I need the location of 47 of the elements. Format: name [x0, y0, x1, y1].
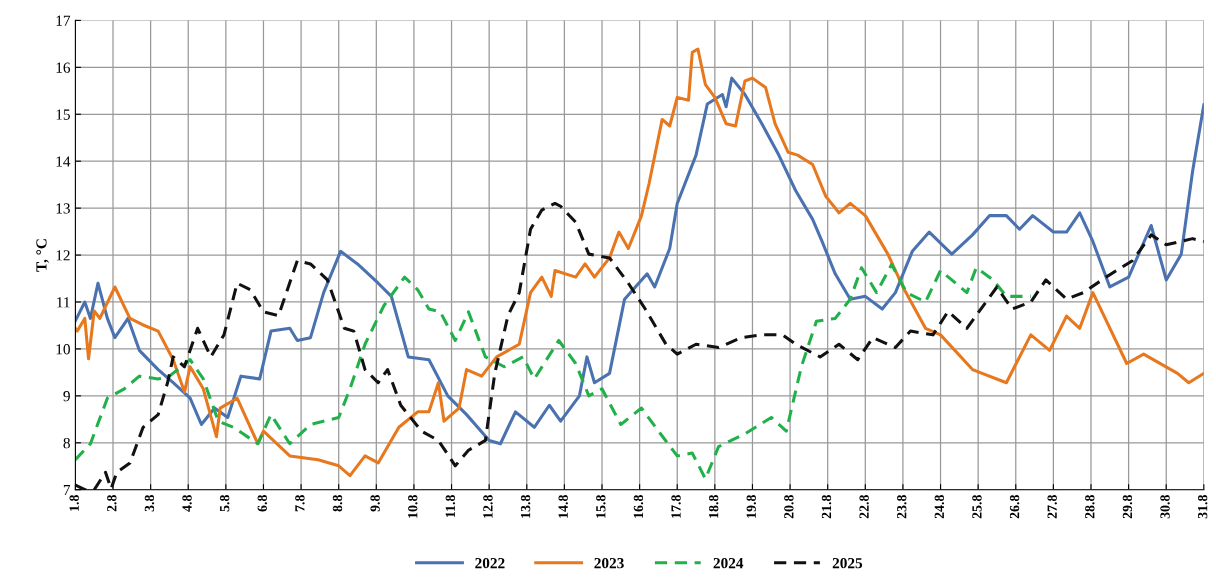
x-tick-label: 21.8	[821, 495, 832, 519]
legend-label: 2024	[713, 557, 744, 569]
x-tick-label: 8.8	[332, 495, 343, 512]
y-tick-label: 11	[57, 297, 70, 308]
y-axis-title: T, °C	[36, 239, 49, 272]
y-tick-label: 15	[56, 109, 70, 120]
x-tick-label: 24.8	[934, 495, 945, 519]
x-tick-label: 14.8	[558, 495, 568, 518]
y-tick-label: 7	[63, 485, 71, 496]
x-tick-label: 9.8	[370, 495, 380, 512]
x-tick-label: 25.8	[972, 495, 982, 519]
x-tick-label: 26.8	[1009, 495, 1020, 519]
x-tick-label: 31.8	[1197, 495, 1208, 519]
x-tick-label: 28.8	[1085, 495, 1095, 519]
x-tick-label: 22.8	[859, 495, 869, 519]
x-tick-label: 10.8	[408, 495, 418, 518]
legend-label: 2025	[832, 557, 863, 569]
legend-label: 2022	[475, 557, 505, 569]
x-tick-label: 3.8	[144, 495, 155, 512]
x-tick-label: 29.8	[1122, 495, 1133, 519]
y-tick-label: 8	[63, 437, 70, 449]
x-tick-label: 15.8	[596, 495, 606, 518]
x-tick-label: 1.8	[69, 495, 79, 511]
y-tick-label: 9	[63, 391, 70, 402]
y-tick-label: 14	[56, 156, 71, 167]
y-tick-label: 10	[56, 344, 70, 355]
x-tick-label: 12.8	[483, 495, 493, 518]
x-tick-label: 13.8	[520, 495, 531, 518]
x-tick-label: 2.8	[107, 495, 117, 512]
y-tick-label: 16	[56, 62, 71, 73]
x-tick-label: 5.8	[219, 495, 230, 512]
y-tick-label: 13	[56, 203, 70, 214]
x-tick-label: 23.8	[897, 495, 907, 519]
x-tick-label: 16.8	[633, 495, 644, 518]
y-tick-label: 17	[56, 15, 71, 26]
x-tick-label: 27.8	[1047, 495, 1057, 519]
x-tick-label: 17.8	[671, 495, 681, 518]
x-tick-label: 7.8	[295, 495, 305, 512]
x-tick-label: 20.8	[784, 495, 794, 519]
x-tick-label: 6.8	[257, 495, 267, 512]
y-tick-label: 12	[56, 250, 70, 261]
x-tick-label: 11.8	[445, 495, 456, 518]
x-tick-label: 19.8	[746, 495, 756, 518]
legend-label: 2023	[594, 557, 624, 569]
x-tick-label: 30.8	[1160, 495, 1170, 519]
x-tick-label: 18.8	[708, 495, 719, 518]
x-tick-label: 4.8	[182, 495, 192, 512]
